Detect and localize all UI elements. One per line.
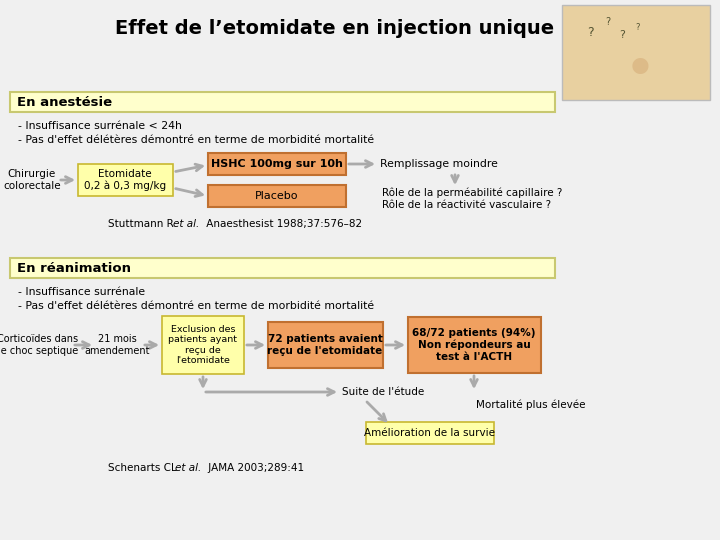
Text: 68/72 patients (94%)
Non répondeurs au
test à l'ACTH: 68/72 patients (94%) Non répondeurs au t… [413,328,536,362]
Text: Effet de l’etomidate en injection unique: Effet de l’etomidate en injection unique [115,18,554,37]
Text: Mortalité plus élevée: Mortalité plus élevée [476,400,585,410]
Text: Chirurgie
colorectale: Chirurgie colorectale [3,169,60,191]
Text: - Insuffisance surrénale: - Insuffisance surrénale [18,287,145,297]
Text: Stuttmann R: Stuttmann R [108,219,177,229]
Bar [78,164,173,196]
Text: - Pas d'effet délétères démontré en terme de morbidité mortalité: - Pas d'effet délétères démontré en term… [18,301,374,311]
Text: •: • [624,45,657,99]
Bar [408,317,541,373]
Text: Suite de l'étude: Suite de l'étude [342,387,424,397]
Bar [10,92,555,112]
Text: - Insuffisance surrénale < 24h: - Insuffisance surrénale < 24h [18,121,182,131]
Text: - Pas d'effet délétères démontré en terme de morbidité mortalité: - Pas d'effet délétères démontré en term… [18,135,374,145]
Text: Amélioration de la survie: Amélioration de la survie [364,428,495,438]
Text: En anestésie: En anestésie [17,96,112,109]
Bar [162,316,244,374]
Text: 72 patients avaient
reçu de l'etomidate: 72 patients avaient reçu de l'etomidate [267,334,382,356]
Text: Rôle de la réactivité vasculaire ?: Rôle de la réactivité vasculaire ? [382,200,551,210]
Text: Remplissage moindre: Remplissage moindre [380,159,498,169]
Text: et al.: et al. [173,219,199,229]
Bar [10,258,555,278]
Bar [366,422,494,444]
Bar [562,5,710,100]
Text: Rôle de la perméabilité capillaire ?: Rôle de la perméabilité capillaire ? [382,188,562,198]
Bar [268,322,383,368]
Text: Etomidate
0,2 à 0,3 mg/kg: Etomidate 0,2 à 0,3 mg/kg [84,169,166,191]
Bar [208,185,346,207]
Text: Corticoïdes dans
le choc septique: Corticoïdes dans le choc septique [0,334,78,356]
Text: ?: ? [606,17,611,27]
Text: Schenarts CL: Schenarts CL [108,463,180,473]
Text: et al.: et al. [175,463,202,473]
Bar [208,153,346,175]
Text: HSHC 100mg sur 10h: HSHC 100mg sur 10h [211,159,343,169]
Text: En réanimation: En réanimation [17,261,131,274]
Text: ?: ? [587,25,593,38]
Text: Anaesthesist 1988;37:576–82: Anaesthesist 1988;37:576–82 [203,219,362,229]
Text: 21 mois
amendement: 21 mois amendement [84,334,150,356]
Text: JAMA 2003;289:41: JAMA 2003;289:41 [205,463,304,473]
Text: ?: ? [619,30,625,40]
Text: Placebo: Placebo [256,191,299,201]
Text: ?: ? [636,24,640,32]
Text: Exclusion des
patients ayant
reçu de
l'etomidate: Exclusion des patients ayant reçu de l'e… [168,325,238,365]
